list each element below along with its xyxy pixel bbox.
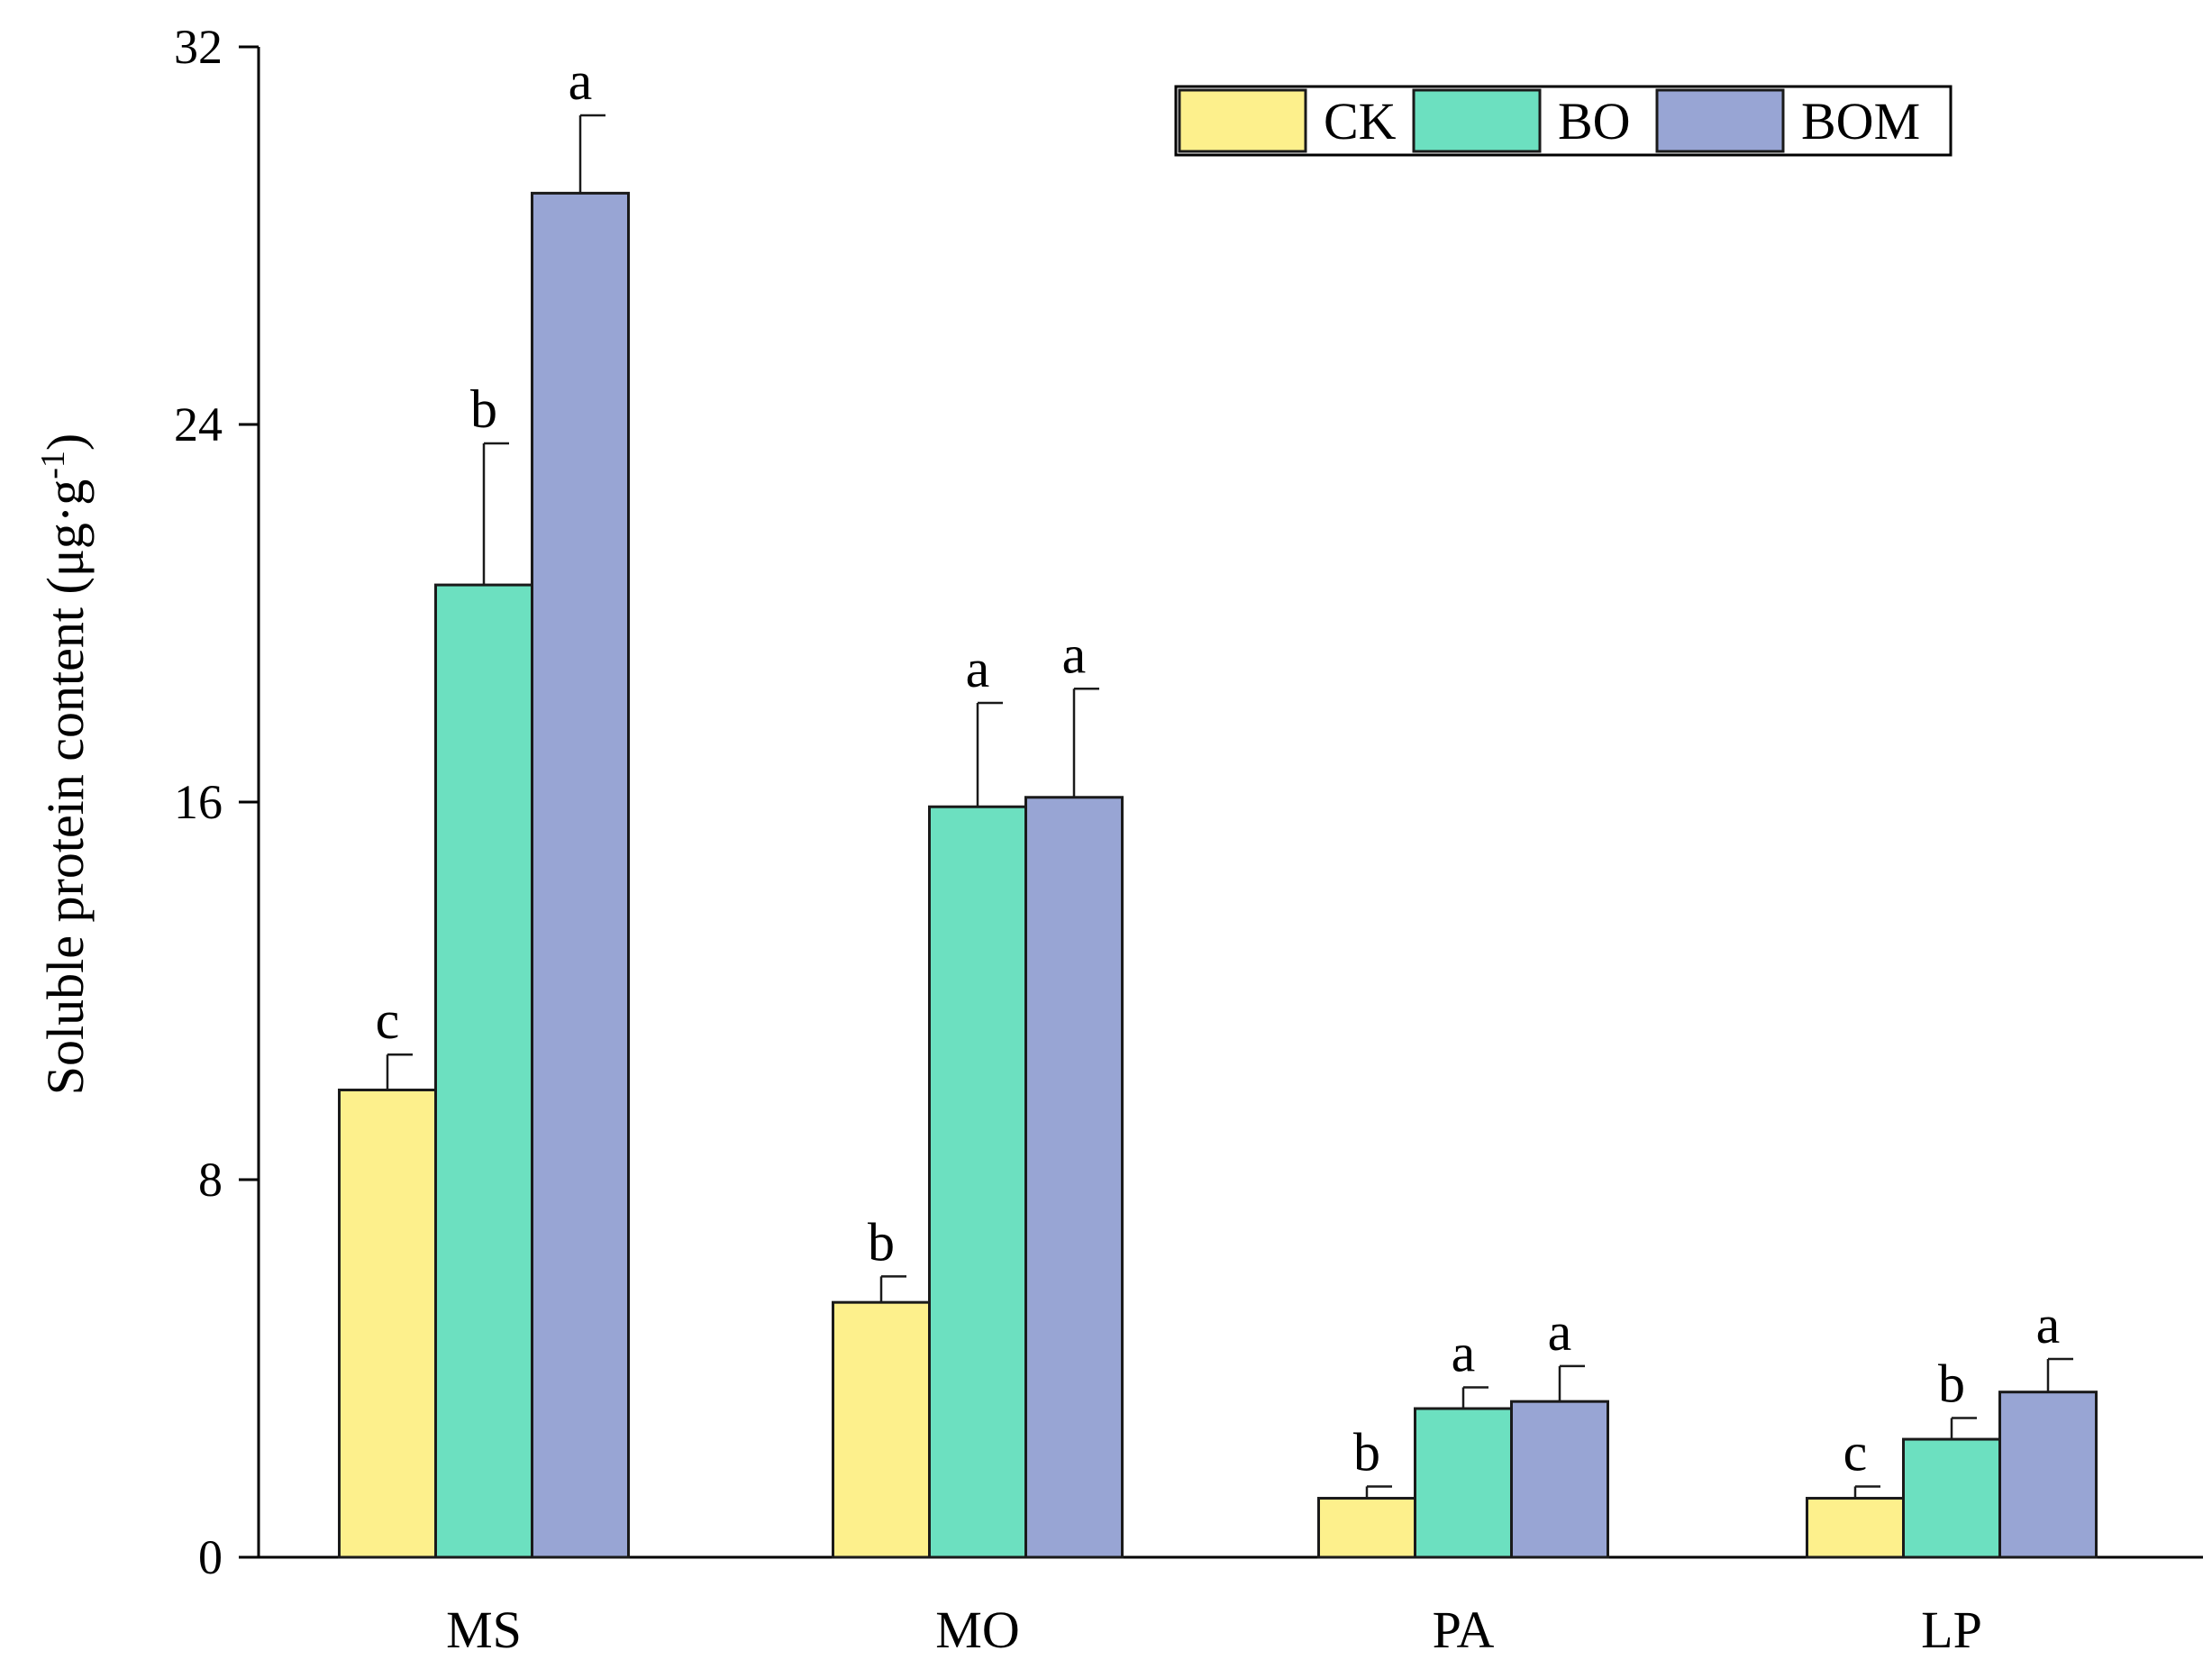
bar — [338, 1088, 437, 1559]
bar — [928, 805, 1027, 1559]
significance-letter: a — [2036, 1295, 2061, 1354]
category-label: MO — [935, 1600, 1019, 1659]
y-tick-label: 16 — [174, 775, 223, 829]
significance-letter: a — [569, 51, 593, 111]
significance-letter: a — [1452, 1323, 1476, 1382]
bar — [832, 1300, 931, 1559]
legend-label: BOM — [1801, 92, 1920, 150]
y-tick-label: 32 — [174, 20, 223, 74]
bar — [1806, 1497, 1905, 1559]
significance-letter: b — [1353, 1422, 1380, 1482]
significance-letter: c — [1843, 1422, 1868, 1482]
bar — [1998, 1391, 2098, 1559]
legend-label: BO — [1558, 92, 1631, 150]
bar — [531, 191, 630, 1559]
bar — [1317, 1497, 1416, 1559]
bars — [338, 114, 2098, 1559]
significance-letter: a — [1062, 625, 1087, 684]
y-axis-label: Soluble protein content (μg·g-1) — [34, 433, 95, 1095]
y-tick-label: 8 — [198, 1153, 223, 1207]
bar — [1902, 1437, 2001, 1559]
category-label: PA — [1433, 1600, 1495, 1659]
significance-letter: a — [1548, 1302, 1572, 1362]
y-axis-label-superscript: -1 — [34, 451, 72, 479]
significance-letter: c — [376, 990, 400, 1050]
significance-letter: a — [966, 639, 990, 698]
bar — [434, 583, 533, 1559]
significance-letter: b — [868, 1212, 895, 1272]
legend-swatch — [1655, 88, 1785, 153]
category-label: LP — [1921, 1600, 1982, 1659]
significance-letter: b — [470, 379, 497, 439]
category-label: MS — [446, 1600, 522, 1659]
bar — [1414, 1407, 1513, 1559]
y-tick-label: 24 — [174, 397, 223, 451]
significance-letter: b — [1938, 1354, 1965, 1413]
labels: c b a MS b a a MO b a a PA c b a LP — [376, 51, 2061, 1659]
bar — [1024, 796, 1124, 1559]
legend: CK BO BOM — [1174, 85, 1953, 157]
legend-label: CK — [1324, 92, 1397, 150]
bar — [1510, 1400, 1609, 1559]
legend-swatch — [1178, 88, 1307, 153]
legend-swatch — [1412, 88, 1542, 153]
y-tick-label: 0 — [198, 1530, 223, 1584]
